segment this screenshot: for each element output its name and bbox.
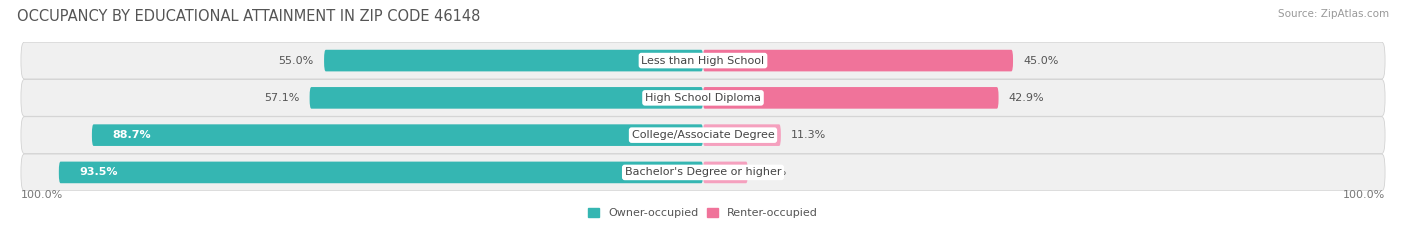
Text: 45.0%: 45.0% — [1024, 56, 1059, 65]
Text: 100.0%: 100.0% — [1343, 190, 1385, 200]
Text: Source: ZipAtlas.com: Source: ZipAtlas.com — [1278, 9, 1389, 19]
Text: High School Diploma: High School Diploma — [645, 93, 761, 103]
Text: OCCUPANCY BY EDUCATIONAL ATTAINMENT IN ZIP CODE 46148: OCCUPANCY BY EDUCATIONAL ATTAINMENT IN Z… — [17, 9, 481, 24]
FancyBboxPatch shape — [309, 87, 703, 109]
Text: 88.7%: 88.7% — [112, 130, 152, 140]
Text: College/Associate Degree: College/Associate Degree — [631, 130, 775, 140]
Text: 55.0%: 55.0% — [278, 56, 314, 65]
FancyBboxPatch shape — [703, 162, 748, 183]
FancyBboxPatch shape — [703, 50, 1012, 71]
Text: 100.0%: 100.0% — [21, 190, 63, 200]
FancyBboxPatch shape — [703, 124, 780, 146]
Legend: Owner-occupied, Renter-occupied: Owner-occupied, Renter-occupied — [588, 208, 818, 218]
FancyBboxPatch shape — [21, 79, 1385, 116]
FancyBboxPatch shape — [21, 154, 1385, 191]
FancyBboxPatch shape — [21, 42, 1385, 79]
Text: 57.1%: 57.1% — [264, 93, 299, 103]
Text: Bachelor's Degree or higher: Bachelor's Degree or higher — [624, 168, 782, 177]
FancyBboxPatch shape — [21, 117, 1385, 154]
Text: 42.9%: 42.9% — [1010, 93, 1045, 103]
FancyBboxPatch shape — [59, 162, 703, 183]
Text: 11.3%: 11.3% — [792, 130, 827, 140]
FancyBboxPatch shape — [703, 87, 998, 109]
FancyBboxPatch shape — [323, 50, 703, 71]
Text: 93.5%: 93.5% — [80, 168, 118, 177]
Text: 6.5%: 6.5% — [758, 168, 786, 177]
FancyBboxPatch shape — [91, 124, 703, 146]
Text: Less than High School: Less than High School — [641, 56, 765, 65]
